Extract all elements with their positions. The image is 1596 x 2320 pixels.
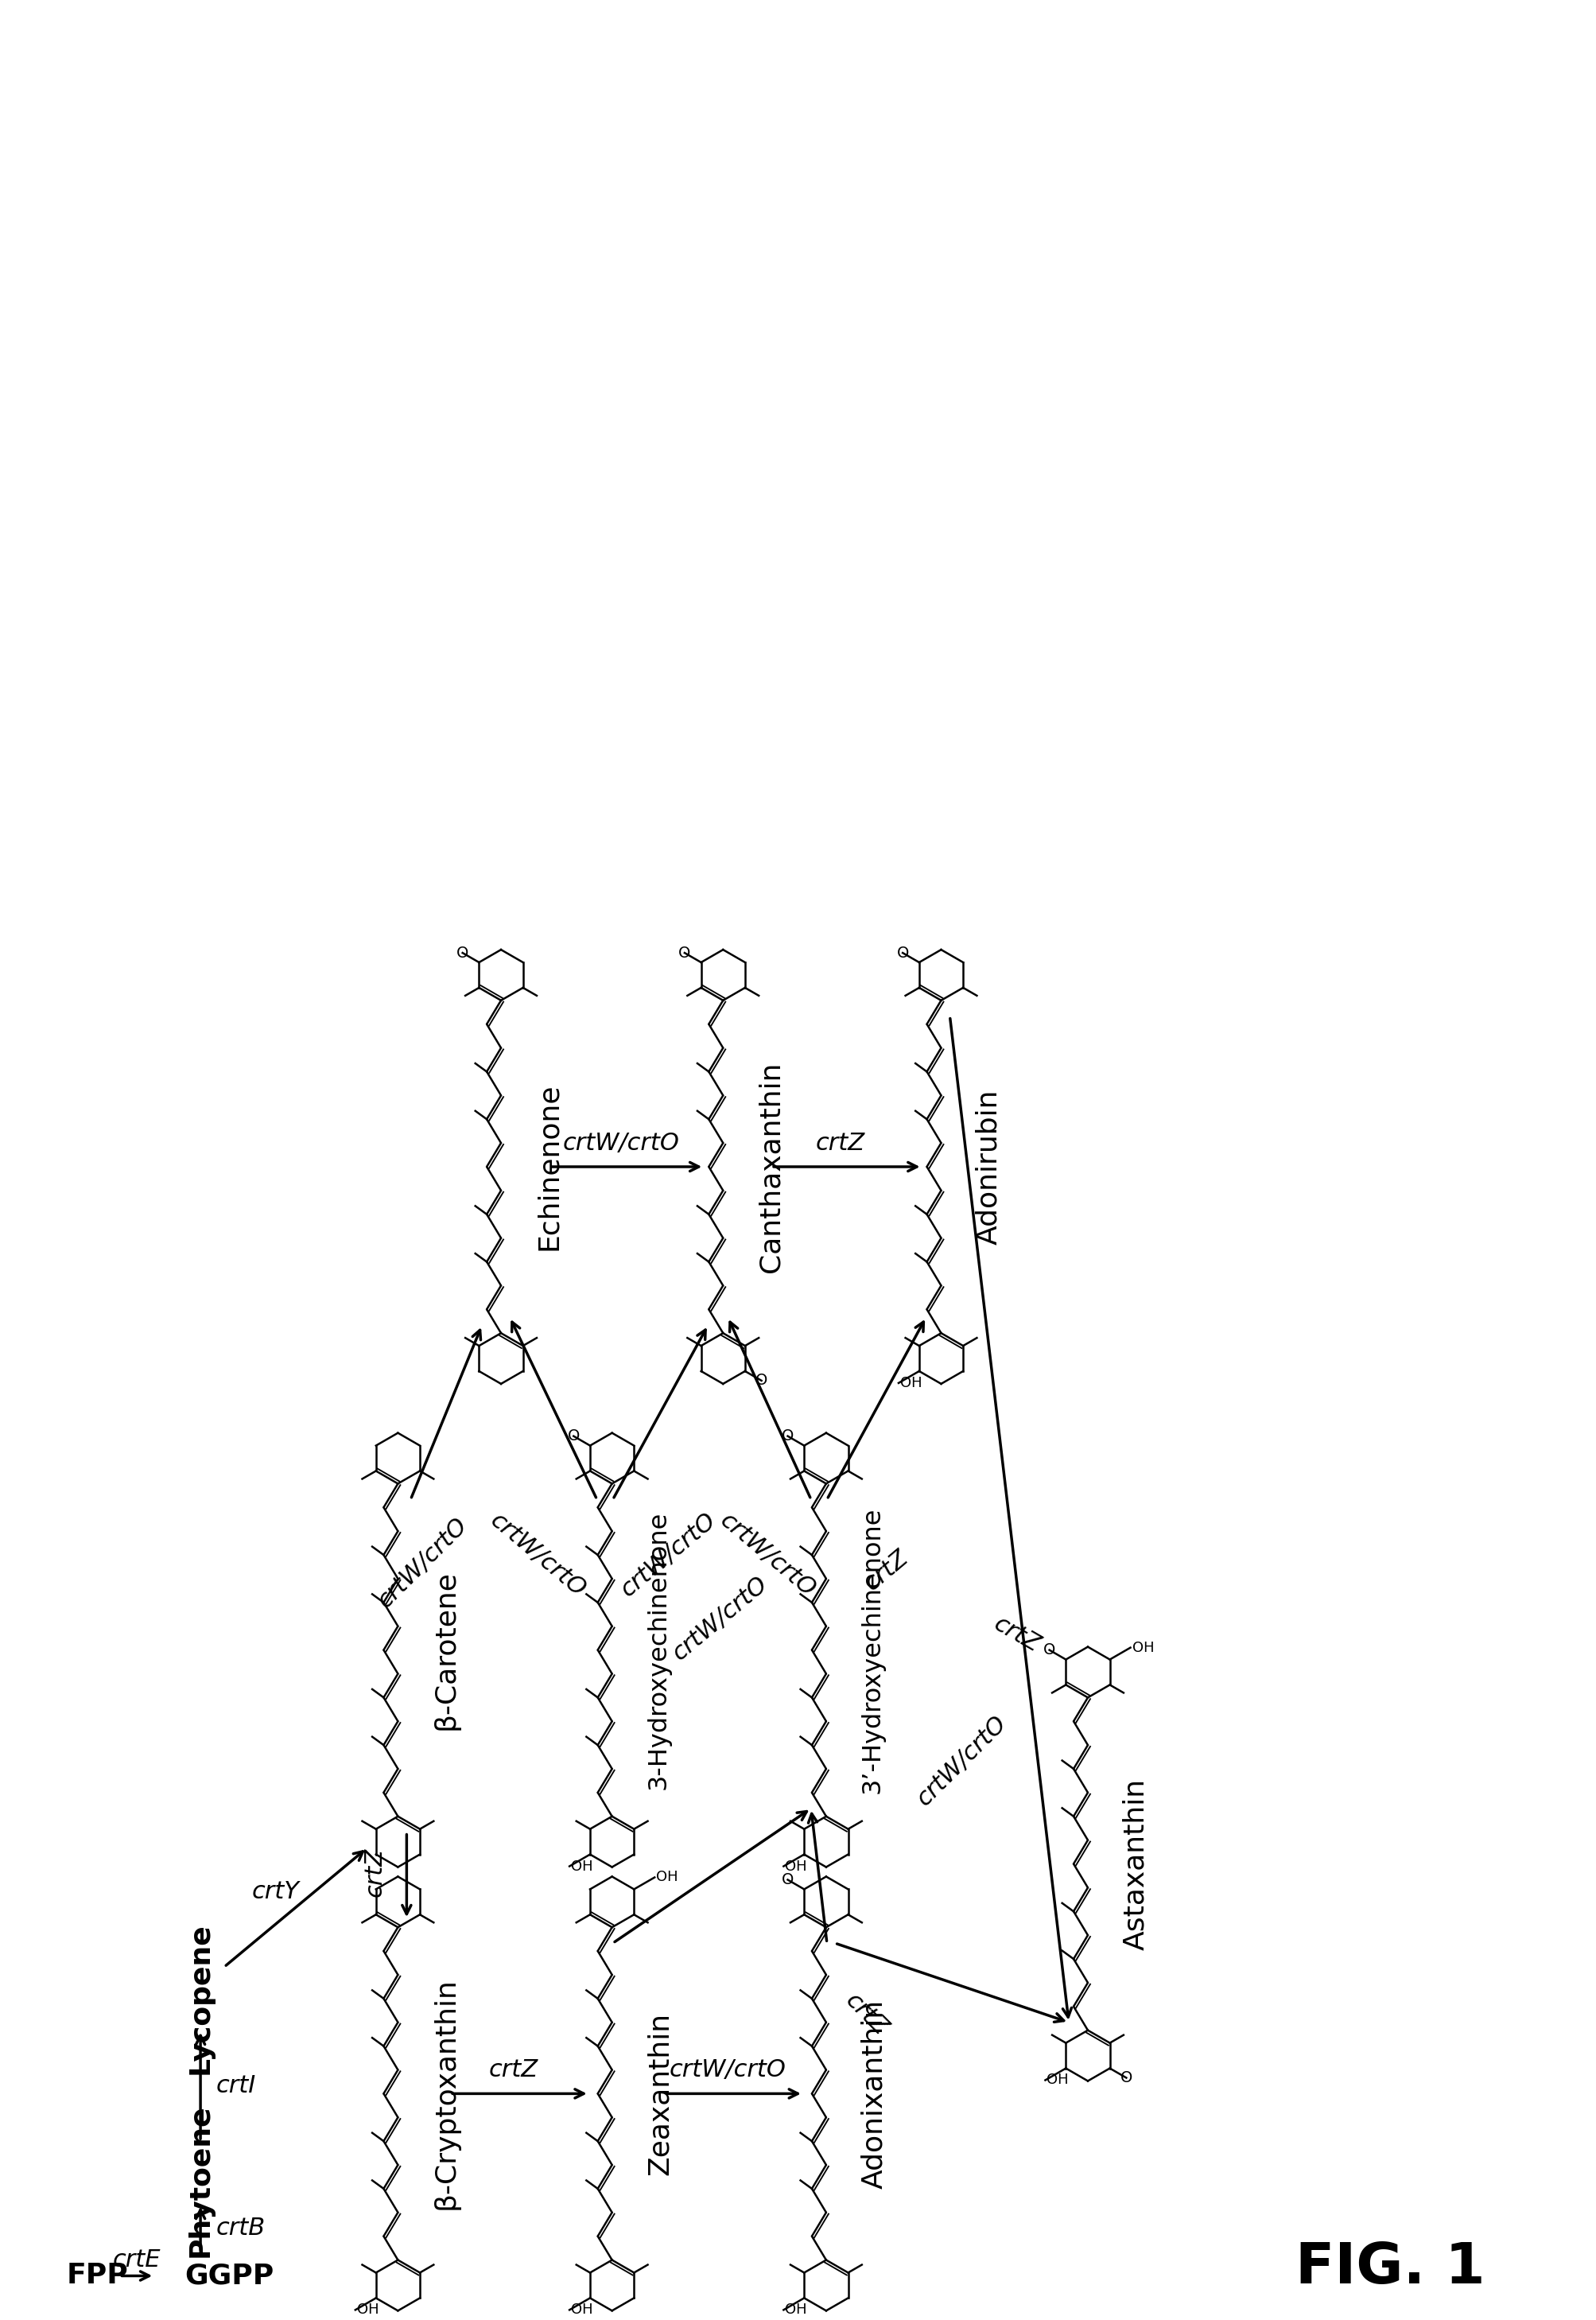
Text: crtW/crtO: crtW/crtO: [669, 2058, 785, 2081]
Text: crtE: crtE: [113, 2248, 161, 2271]
Text: crtW/crtO: crtW/crtO: [616, 1508, 720, 1601]
Text: FPP: FPP: [67, 2262, 128, 2290]
Text: OH: OH: [785, 2304, 806, 2318]
Text: OH: OH: [358, 2304, 378, 2318]
Text: crtW/crtO: crtW/crtO: [485, 1508, 589, 1601]
Text: OH: OH: [785, 1858, 806, 1875]
Text: crtZ: crtZ: [841, 1988, 892, 2039]
Text: O: O: [1120, 2069, 1132, 2086]
Text: O: O: [780, 1872, 793, 1886]
Text: Echinenone: Echinenone: [535, 1083, 562, 1250]
Text: Astaxanthin: Astaxanthin: [1122, 1777, 1149, 1949]
Text: O: O: [456, 944, 469, 960]
Text: FIG. 1: FIG. 1: [1294, 2241, 1484, 2294]
Text: 3’-Hydroxyechinenone: 3’-Hydroxyechinenone: [860, 1506, 884, 1793]
Text: Phytoene: Phytoene: [187, 2104, 214, 2257]
Text: crtZ: crtZ: [860, 1545, 913, 1596]
Text: OH: OH: [1047, 2074, 1068, 2088]
Text: crtW/crtO: crtW/crtO: [562, 1132, 678, 1155]
Text: Adonixanthin: Adonixanthin: [860, 2000, 887, 2188]
Text: crtY: crtY: [252, 1879, 300, 1902]
Text: crtW/crtO: crtW/crtO: [667, 1573, 771, 1666]
Text: O: O: [678, 944, 691, 960]
Text: O: O: [755, 1373, 768, 1387]
Text: GGPP: GGPP: [185, 2262, 275, 2290]
Text: crtW/crtO: crtW/crtO: [715, 1508, 819, 1601]
Text: O: O: [1042, 1643, 1055, 1656]
Text: crtZ: crtZ: [990, 1612, 1044, 1656]
Text: Adonirubin: Adonirubin: [975, 1088, 1002, 1244]
Text: crtW/crtO: crtW/crtO: [911, 1712, 1010, 1810]
Text: crtI: crtI: [215, 2074, 255, 2097]
Text: O: O: [567, 1429, 579, 1443]
Text: O: O: [780, 1429, 793, 1443]
Text: Canthaxanthin: Canthaxanthin: [757, 1060, 784, 1271]
Text: OH: OH: [571, 1858, 592, 1875]
Text: OH: OH: [571, 2304, 592, 2318]
Text: OH: OH: [900, 1376, 921, 1390]
Text: crtZ: crtZ: [488, 2058, 538, 2081]
Text: O: O: [895, 944, 908, 960]
Text: crtW/crtO: crtW/crtO: [373, 1513, 472, 1612]
Text: 3-Hydroxyechinenone: 3-Hydroxyechinenone: [646, 1510, 670, 1789]
Text: crtB: crtB: [215, 2218, 265, 2239]
Text: Zeaxanthin: Zeaxanthin: [646, 2011, 674, 2176]
Text: OH: OH: [656, 1870, 678, 1884]
Text: β-Carotene: β-Carotene: [433, 1571, 458, 1731]
Text: crtZ: crtZ: [816, 1132, 865, 1155]
Text: OH: OH: [1132, 1640, 1154, 1654]
Text: Lycopene: Lycopene: [187, 1923, 214, 2074]
Text: crtZ: crtZ: [364, 1847, 386, 1895]
Text: β-Cryptoxanthin: β-Cryptoxanthin: [433, 1977, 458, 2209]
